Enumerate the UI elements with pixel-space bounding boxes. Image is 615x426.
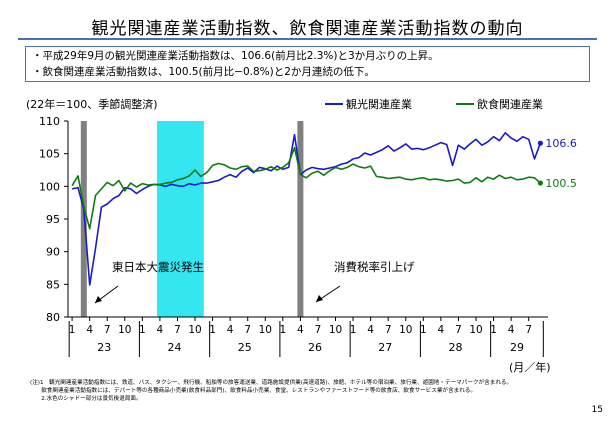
footnote-1: (注)1 観光関連産業活動指数には、鉄道、バス、タクシー、飛行機、船舶等の旅客運… [30,380,513,386]
year-label-23: 23 [97,341,111,354]
y-tick-label-100: 100 [39,180,60,193]
x-tick-label: 10 [118,324,131,336]
y-tick-label-110: 110 [39,115,60,128]
year-label-26: 26 [308,341,322,354]
y-unit-label: (22年＝100、季節調整済) [26,97,158,111]
x-tick-label: 7 [525,324,532,336]
year-label-24: 24 [168,341,182,354]
x-tick-label: 1 [420,324,427,336]
page-number: 15 [591,405,603,415]
summary-bullet-tourism: ・平成29年9月の観光関連産業活動指数は、106.6(前月比2.3%)と3か月ぶ… [32,50,439,62]
series-line-0 [71,132,542,286]
x-tick-label: 7 [174,324,181,336]
x-tick-label: 10 [188,324,201,336]
series-end-label-0: 106.6 [545,137,577,150]
x-tick-label: 7 [315,324,322,336]
year-label-29: 29 [510,341,524,354]
x-tick-label: 7 [455,324,462,336]
legend-label-1: 飲食関連産業 [477,97,543,111]
x-tick-label: 1 [279,324,286,336]
event-label-0: 東日本大震災発生 [112,260,204,274]
x-tick-label: 1 [139,324,146,336]
legend-label-0: 観光関連産業 [346,97,412,111]
event-bar-1 [297,121,304,317]
x-tick-label: 4 [86,324,93,336]
y-tick-label-95: 95 [46,213,60,226]
footnote-3: 2.水色のシャドー部分は景気後退局面。 [30,396,142,402]
x-tick-label: 4 [227,324,234,336]
page-title: 観光関連産業活動指数、飲食関連産業活動指数の動向 [91,19,524,39]
x-tick-label: 1 [350,324,357,336]
x-tick-label: 4 [297,324,304,336]
footnote-2: 飲食関連産業活動指数には、デパート等の各種商品小売業(飲食料品部門)、飲食料品小… [30,388,476,394]
summary-box: ・平成29年9月の観光関連産業活動指数は、106.6(前月比2.3%)と3か月ぶ… [25,46,590,82]
event-label-1: 消費税率引上げ [334,260,415,274]
y-tick-label-105: 105 [39,148,60,161]
x-tick-label: 10 [469,324,482,336]
summary-bullet-food: ・飲食関連産業活動指数は、100.5(前月比−0.8%)と2か月連続の低下。 [32,65,375,78]
x-tick-label: 4 [367,324,374,336]
x-tick-label: 7 [385,324,392,336]
y-tick-label-90: 90 [46,246,60,259]
y-tick-label-80: 80 [46,311,60,324]
x-tick-label: 1 [490,324,497,336]
x-unit-label: (月／年) [509,360,551,374]
y-tick-label-85: 85 [46,278,60,291]
x-tick-label: 1 [209,324,216,336]
series-line-1 [71,147,541,230]
x-tick-label: 7 [244,324,251,336]
x-tick-label: 10 [259,324,272,336]
x-tick-label: 10 [399,324,412,336]
recession-shading [156,121,204,317]
year-label-28: 28 [449,341,463,354]
x-tick-label: 7 [104,324,111,336]
x-tick-label: 10 [329,324,342,336]
series-end-marker-1 [537,180,543,186]
year-label-27: 27 [378,341,392,354]
x-tick-label: 4 [157,324,164,336]
event-arrowhead-1 [316,295,323,302]
title-underline [18,38,597,40]
series-end-label-1: 100.5 [545,177,577,190]
x-tick-label: 4 [508,324,515,336]
x-tick-label: 4 [438,324,445,336]
event-arrowhead-0 [95,296,102,303]
x-tick-label: 1 [69,324,76,336]
year-label-25: 25 [238,341,252,354]
series-end-marker-0 [537,140,543,146]
